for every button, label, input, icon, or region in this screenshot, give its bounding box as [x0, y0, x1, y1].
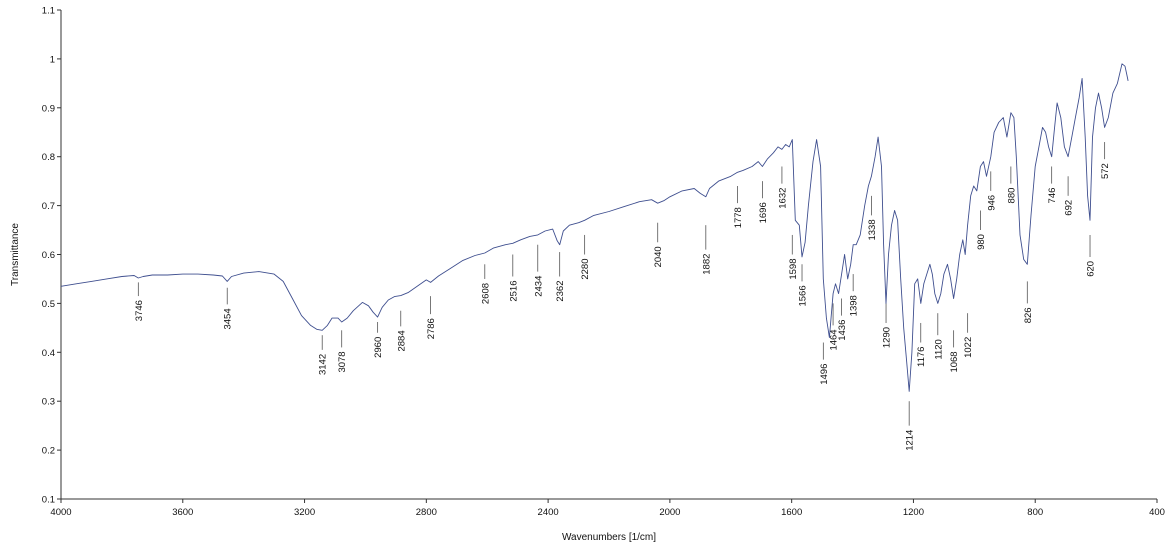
peak-label: 746	[1047, 188, 1058, 204]
y-tick-label: 0.3	[42, 397, 55, 408]
peak-label: 2280	[580, 259, 591, 280]
y-axis-title: Transmittance	[10, 223, 21, 286]
peak-label: 1022	[963, 337, 974, 358]
peak-label: 1176	[916, 347, 927, 367]
peak-label: 1632	[777, 188, 788, 209]
peak-label: 3078	[337, 351, 348, 372]
y-ticks: 0.1 0.2 0.3 0.4 0.5 0.6 0.7 0.8 0.9 1 1.1	[42, 6, 61, 506]
peak-label: 980	[976, 234, 987, 250]
x-ticks: 4000 3600 3200 2800 2400 2000 1600 1200 800 400	[50, 499, 1165, 518]
peak-label: 1338	[867, 219, 878, 240]
peak-label: 1598	[788, 259, 799, 280]
x-tick-label: 400	[1149, 507, 1165, 518]
peak-label: 880	[1006, 188, 1017, 204]
y-tick-label: 0.2	[42, 446, 55, 457]
y-tick-label: 0.5	[42, 299, 55, 310]
peak-label: 1068	[949, 351, 960, 372]
peak-label: 1496	[819, 364, 830, 385]
spectrum-line	[60, 63, 1129, 392]
peak-label: 1882	[701, 254, 712, 275]
peak-label: 2884	[396, 330, 407, 351]
x-axis: 4000 3600 3200 2800 2400 2000 1600 1200 800 400	[50, 498, 1165, 518]
y-tick-label: 0.6	[42, 250, 55, 261]
y-tick-label: 0.4	[42, 348, 55, 359]
peak-label: 2516	[508, 281, 519, 302]
y-axis: 0.1 0.2 0.3 0.4 0.5 0.6 0.7 0.8 0.9 1 1.1	[42, 6, 62, 506]
peak-label: 1290	[882, 327, 893, 348]
peak-label: 826	[1023, 307, 1034, 323]
peak-label: 1120	[933, 339, 944, 359]
peak-label: 1566	[798, 285, 809, 306]
x-tick-label: 2000	[659, 507, 680, 518]
peak-label: 572	[1100, 163, 1111, 179]
x-tick-label: 2800	[416, 507, 437, 518]
peak-label: 1436	[837, 320, 848, 341]
peak-label: 3142	[318, 354, 329, 375]
y-tick-label: 1.1	[42, 6, 55, 17]
x-tick-label: 2400	[538, 507, 559, 518]
peak-label: 2786	[426, 318, 437, 339]
peak-label: 1778	[733, 207, 744, 228]
peak-label: 2608	[480, 283, 491, 304]
peak-label: 1398	[849, 295, 860, 316]
x-tick-label: 1200	[903, 507, 924, 518]
peak-label: 692	[1064, 200, 1075, 216]
spectrum-series	[60, 63, 1129, 392]
peak-label: 1214	[905, 430, 916, 451]
x-tick-label: 3600	[172, 507, 193, 518]
peak-label: 3746	[134, 300, 145, 321]
y-tick-label: 0.1	[42, 495, 55, 506]
peak-label: 2434	[533, 276, 544, 297]
peak-label: 3454	[223, 308, 234, 329]
y-tick-label: 1	[50, 54, 55, 65]
peak-label: 2362	[555, 281, 566, 302]
peak-label: 2960	[373, 337, 384, 358]
peak-label: 2040	[653, 246, 664, 267]
peak-markers: 3746 3454 3142 3078 2960 2884 2786 2608 2516 2434…	[134, 142, 1111, 451]
x-axis-title: Wavenumbers [1/cm]	[562, 532, 656, 543]
peak-label: 620	[1086, 261, 1097, 277]
peak-label: 1464	[829, 329, 840, 350]
x-tick-label: 3200	[294, 507, 315, 518]
peak-label: 946	[986, 195, 997, 211]
x-tick-label: 1600	[781, 507, 802, 518]
y-tick-label: 0.9	[42, 103, 55, 114]
y-tick-label: 0.7	[42, 201, 55, 212]
y-tick-label: 0.8	[42, 152, 55, 163]
x-tick-label: 4000	[50, 507, 71, 518]
x-tick-label: 800	[1027, 507, 1043, 518]
peak-label: 1696	[758, 202, 769, 223]
